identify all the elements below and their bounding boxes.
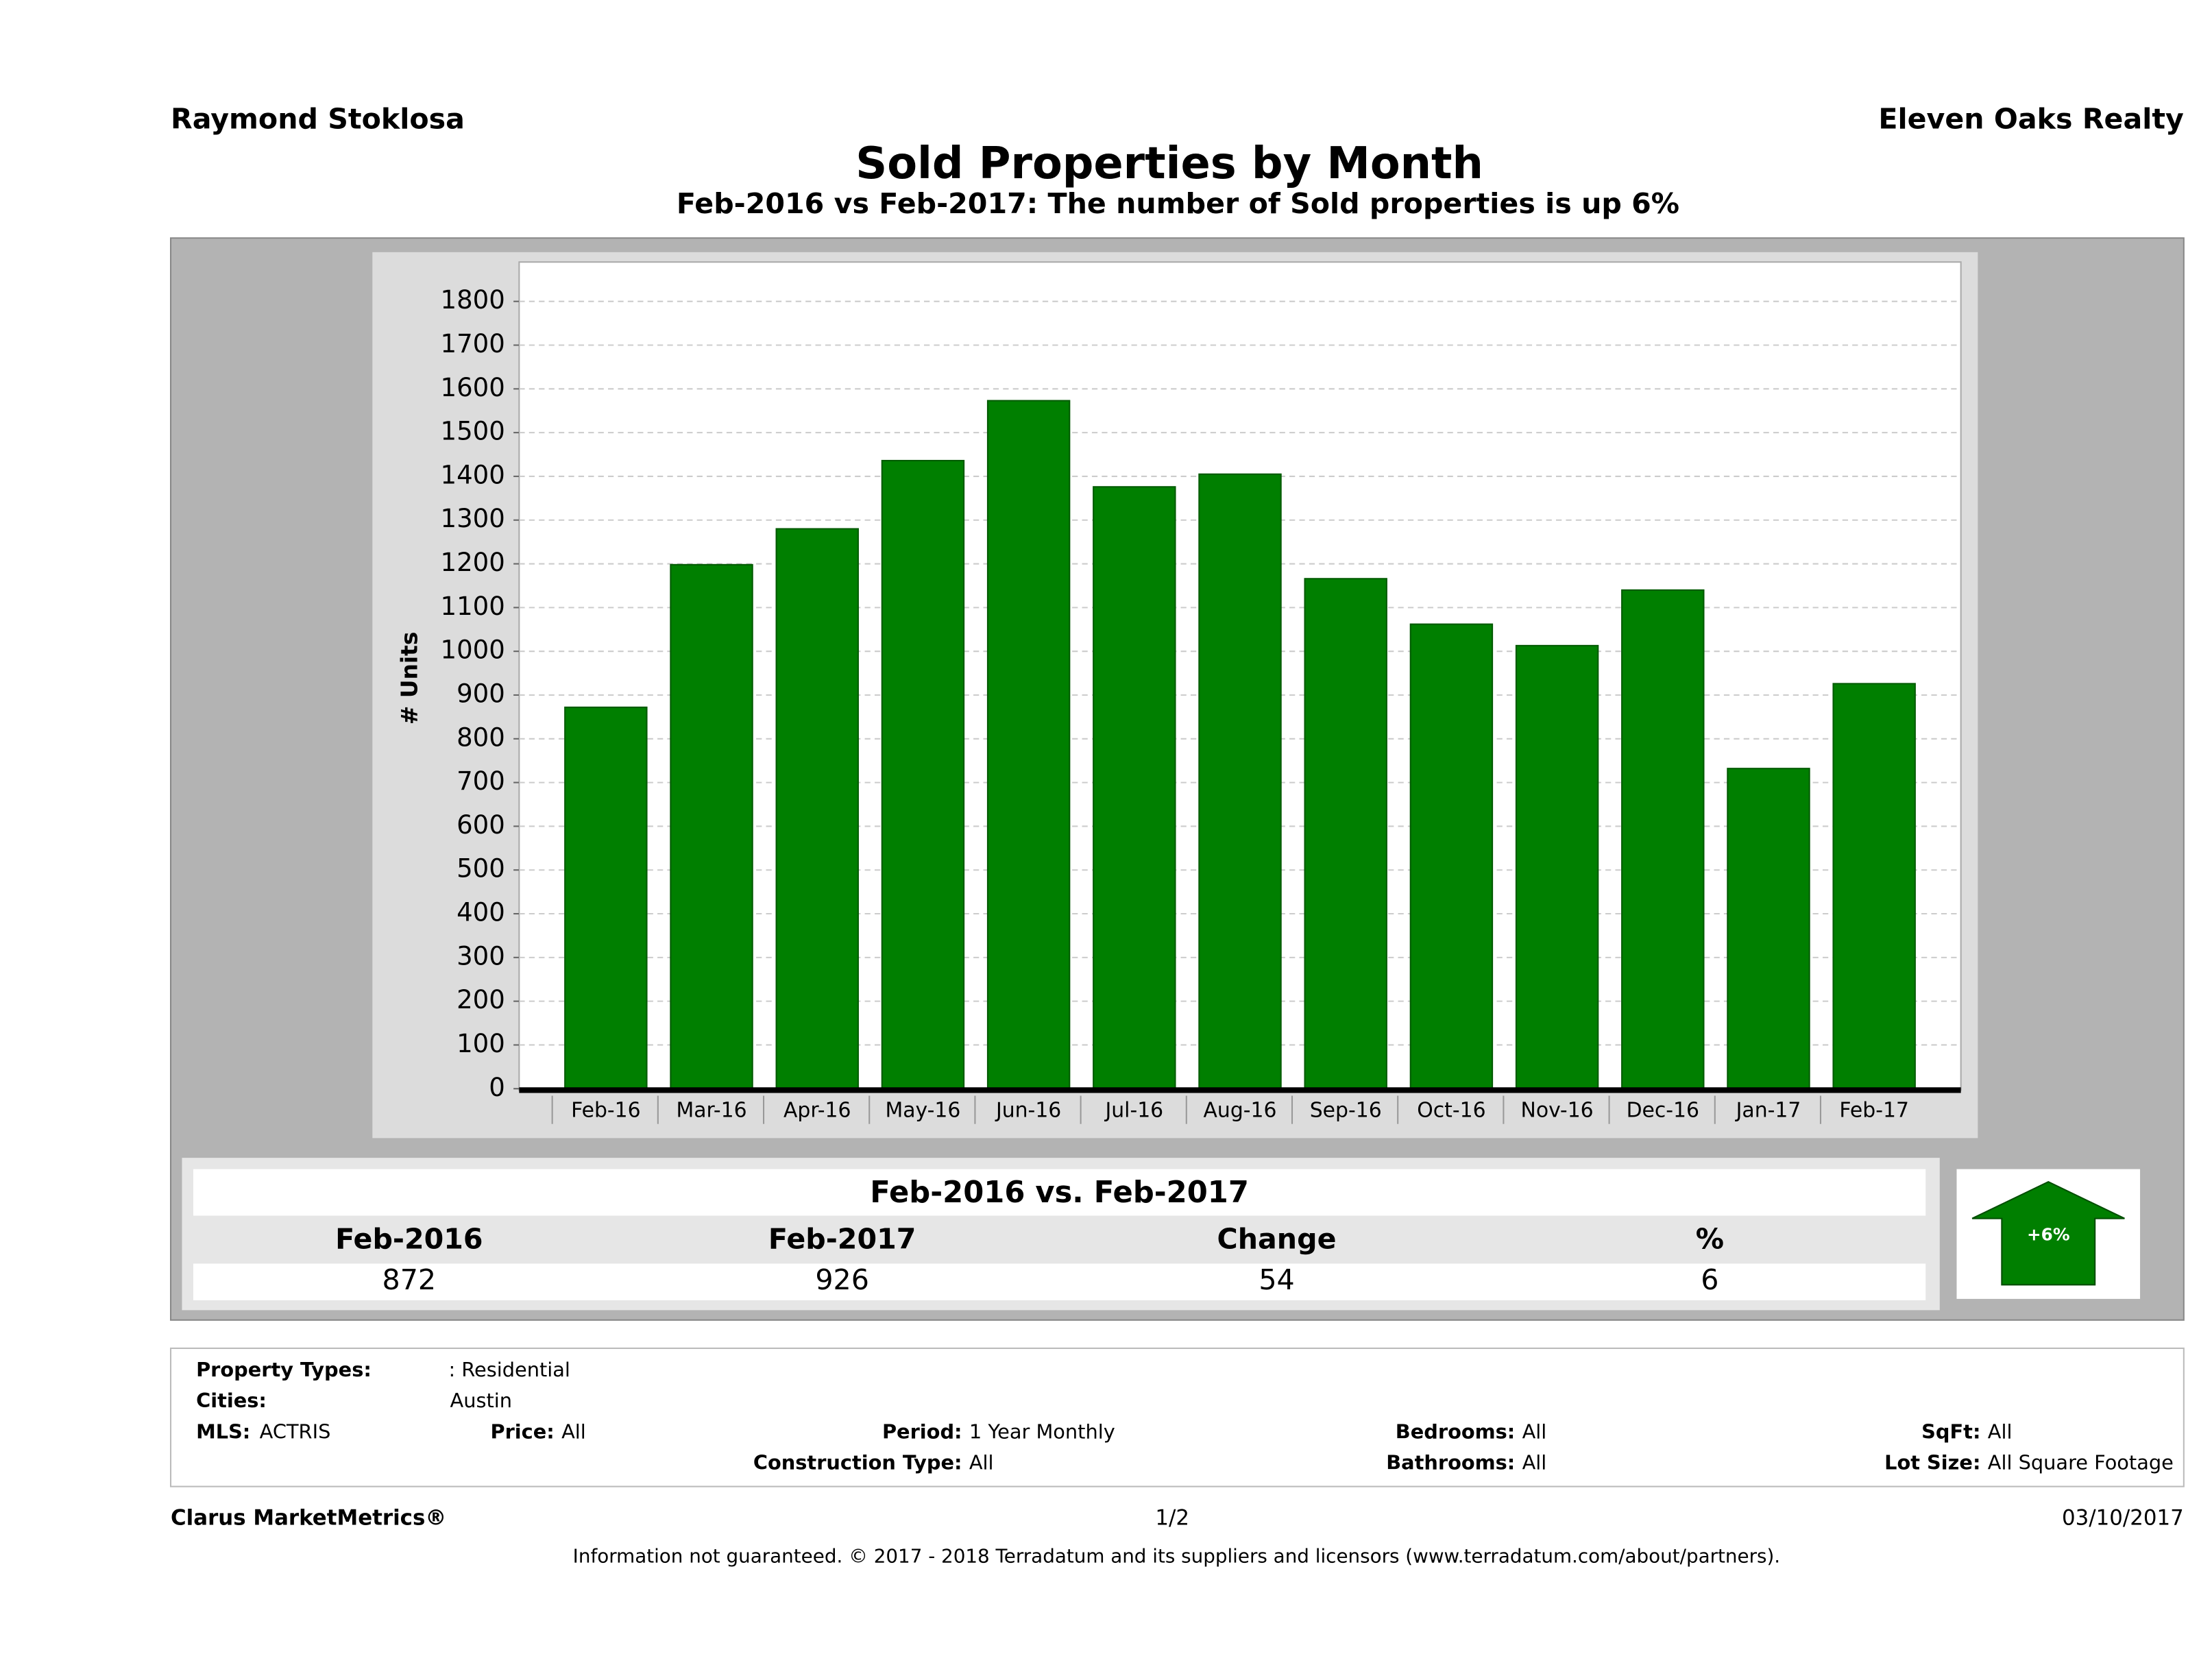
bar: [1198, 473, 1282, 1090]
bar: [1515, 644, 1599, 1090]
bar: [986, 400, 1071, 1090]
bar: [1304, 578, 1387, 1090]
footer-disclaimer: Information not guaranteed. © 2017 - 201…: [573, 1545, 1780, 1568]
filter-label: Bedrooms:: [1396, 1420, 1516, 1443]
filter-value: ACTRIS: [260, 1420, 331, 1443]
y-tick-label: 1800: [441, 285, 505, 315]
y-tick-label: 1100: [441, 592, 505, 621]
chart-subtitle: Feb-2016 vs Feb-2017: The number of Sold…: [677, 187, 1679, 220]
summary-header: Feb-2017: [768, 1223, 916, 1256]
bar: [1832, 683, 1916, 1090]
y-tick-label: 1400: [441, 460, 505, 489]
filter-label: Cities:: [196, 1389, 267, 1412]
x-tick-label: Jan-17: [1735, 1099, 1801, 1123]
summary-title-row: [193, 1169, 1926, 1216]
summary-value: 926: [815, 1263, 869, 1296]
y-tick-label: 1000: [441, 635, 505, 665]
bar: [564, 706, 648, 1090]
filter-value: 1 Year Monthly: [969, 1420, 1115, 1443]
y-tick-label: 400: [457, 898, 505, 927]
summary-value: 872: [382, 1263, 437, 1296]
x-tick-label: Sep-16: [1310, 1099, 1382, 1123]
filter-label: Period:: [882, 1420, 962, 1443]
summary-title: Feb-2016 vs. Feb-2017: [870, 1176, 1249, 1210]
y-tick-label: 700: [457, 766, 505, 796]
up-arrow: [1971, 1180, 2125, 1286]
x-tick-label: Mar-16: [676, 1099, 746, 1123]
bar: [775, 528, 859, 1090]
filter-label: Price:: [491, 1420, 555, 1443]
y-tick-label: 800: [457, 722, 505, 752]
x-tick-label: Nov-16: [1521, 1099, 1594, 1123]
filter-label: SqFt:: [1921, 1420, 1980, 1443]
filter-label: Construction Type:: [753, 1451, 962, 1474]
summary-value: 54: [1259, 1263, 1294, 1296]
y-axis-label: # Units: [396, 631, 422, 725]
x-tick-label: Oct-16: [1417, 1099, 1485, 1123]
x-tick-label: Jun-16: [995, 1099, 1061, 1123]
filter-value: All: [561, 1420, 586, 1443]
bar: [1093, 486, 1176, 1090]
y-tick-label: 1300: [441, 504, 505, 533]
bar: [1621, 589, 1705, 1090]
x-tick-label: Dec-16: [1627, 1099, 1699, 1123]
badge-label: +6%: [2027, 1224, 2070, 1244]
y-tick-label: 600: [457, 810, 505, 840]
bar: [1727, 768, 1810, 1090]
filter-label: Property Types:: [196, 1358, 372, 1381]
filter-label: Lot Size:: [1884, 1451, 1980, 1474]
x-tick-label: Aug-16: [1204, 1099, 1277, 1123]
filter-value: All Square Footage: [1988, 1451, 2174, 1474]
filter-value: : Residential: [448, 1358, 570, 1381]
y-tick-label: 0: [489, 1073, 505, 1102]
y-tick-label: 1200: [441, 548, 505, 577]
company-name: Eleven Oaks Realty: [1878, 102, 2184, 135]
filter-value: All: [1522, 1420, 1547, 1443]
y-tick-label: 1500: [441, 417, 505, 446]
summary-value: 6: [1701, 1263, 1718, 1296]
filter-value: All: [969, 1451, 994, 1474]
filter-value: All: [1988, 1420, 2013, 1443]
summary-header: Change: [1217, 1223, 1337, 1256]
summary-value-row: [193, 1263, 1926, 1300]
x-tick-label: Feb-16: [571, 1099, 641, 1123]
bar: [881, 459, 965, 1090]
summary-header: Feb-2016: [335, 1223, 483, 1256]
x-tick-label: Feb-17: [1839, 1099, 1909, 1123]
filter-label: MLS:: [196, 1420, 250, 1443]
y-tick-label: 1600: [441, 373, 505, 402]
filter-label: Bathrooms:: [1386, 1451, 1515, 1474]
filter-value: Austin: [450, 1389, 513, 1412]
x-tick-label: May-16: [885, 1099, 960, 1123]
footer-brand: Clarus MarketMetrics®: [171, 1505, 446, 1530]
y-tick-label: 100: [457, 1029, 505, 1058]
x-tick-label: Jul-16: [1104, 1099, 1163, 1123]
y-tick-label: 1700: [441, 329, 505, 358]
chart-title: Sold Properties by Month: [855, 138, 1483, 189]
bar: [1409, 623, 1494, 1090]
footer-page: 1/2: [1155, 1505, 1189, 1530]
summary-header: %: [1696, 1223, 1724, 1256]
y-tick-label: 300: [457, 941, 505, 971]
y-tick-label: 500: [457, 854, 505, 884]
bar: [670, 563, 753, 1090]
y-tick-label: 900: [457, 679, 505, 708]
x-tick-label: Apr-16: [783, 1099, 851, 1123]
y-tick-label: 200: [457, 985, 505, 1014]
filters-box: [169, 1347, 2185, 1487]
footer-date: 03/10/2017: [2062, 1505, 2184, 1530]
filter-value: All: [1522, 1451, 1547, 1474]
agent-name: Raymond Stoklosa: [171, 102, 465, 135]
